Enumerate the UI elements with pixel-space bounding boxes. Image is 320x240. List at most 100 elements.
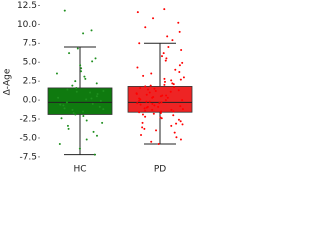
point [159, 116, 162, 119]
point [139, 86, 142, 89]
point [75, 90, 78, 93]
point [90, 29, 93, 32]
y-tick-label: 10.0 [17, 20, 37, 30]
point [150, 140, 153, 143]
point [71, 84, 74, 87]
point [76, 47, 79, 50]
point [152, 17, 155, 20]
point [143, 107, 146, 110]
point [160, 55, 163, 58]
point [150, 72, 153, 75]
y-tick-label: 5.0 [23, 58, 38, 68]
point [95, 95, 98, 98]
point [159, 111, 162, 114]
y-tick-label: 12.5 [17, 1, 37, 11]
point [91, 102, 94, 105]
point [63, 107, 66, 110]
point [179, 120, 182, 123]
point [166, 96, 169, 99]
point [59, 103, 62, 106]
point [60, 117, 63, 120]
point [144, 109, 147, 112]
point [138, 99, 141, 102]
point [172, 110, 175, 113]
point [85, 98, 88, 101]
box [47, 87, 113, 115]
point [84, 77, 87, 80]
point [99, 99, 102, 102]
point [151, 108, 154, 111]
x-tick-label: HC [73, 165, 86, 175]
point [163, 77, 166, 80]
point [101, 121, 104, 124]
point [71, 108, 74, 111]
point [162, 52, 165, 55]
point [96, 93, 99, 96]
point [65, 101, 68, 104]
point [140, 133, 143, 136]
y-tick-label: -7.5 [19, 152, 37, 162]
point [57, 96, 60, 99]
point [177, 118, 180, 121]
point [182, 76, 185, 79]
point [157, 143, 160, 146]
point [74, 113, 77, 116]
point [178, 30, 181, 33]
y-tick-label: 2.5 [23, 77, 37, 87]
point [160, 101, 163, 104]
point [164, 59, 167, 62]
point [139, 98, 142, 101]
point [169, 90, 172, 93]
point [91, 60, 94, 63]
point [178, 64, 181, 67]
point [98, 105, 101, 108]
point [153, 87, 156, 90]
point [144, 115, 147, 118]
point [170, 124, 173, 127]
point [147, 88, 150, 91]
point [102, 108, 105, 111]
point [181, 108, 184, 111]
point [179, 105, 182, 108]
point [172, 114, 175, 117]
point [79, 64, 82, 67]
point [165, 57, 168, 60]
point [82, 110, 85, 113]
point [181, 123, 184, 126]
point [83, 75, 86, 78]
chart: Δ-Age -7.5 -5.0 -2.5 0.0 2.5 5.0 7.5 10.0 12.5 HC… [3, 1, 193, 175]
point [180, 49, 183, 52]
point [136, 66, 139, 69]
point [89, 91, 92, 94]
point [152, 112, 155, 115]
point [80, 70, 83, 73]
point [170, 79, 173, 82]
point [179, 138, 182, 141]
point [145, 93, 148, 96]
point [163, 83, 166, 86]
point [82, 114, 85, 117]
point [181, 99, 184, 102]
point [158, 102, 161, 105]
point [67, 127, 70, 130]
point [55, 72, 58, 75]
point [155, 129, 158, 132]
point [90, 97, 93, 100]
point [179, 78, 182, 81]
point [82, 32, 85, 35]
page: {"chart_data": {"type": "box", "y_label"… [0, 0, 202, 174]
point [157, 105, 160, 108]
point [74, 80, 77, 83]
point [66, 88, 69, 91]
point [160, 110, 163, 113]
point [177, 89, 180, 92]
point [173, 131, 176, 134]
point [72, 111, 75, 114]
point [151, 102, 154, 105]
point [163, 80, 166, 83]
point [135, 93, 138, 96]
box [127, 86, 193, 113]
point [66, 124, 69, 127]
y-tick-label: 0.0 [23, 96, 38, 106]
point [149, 84, 152, 87]
